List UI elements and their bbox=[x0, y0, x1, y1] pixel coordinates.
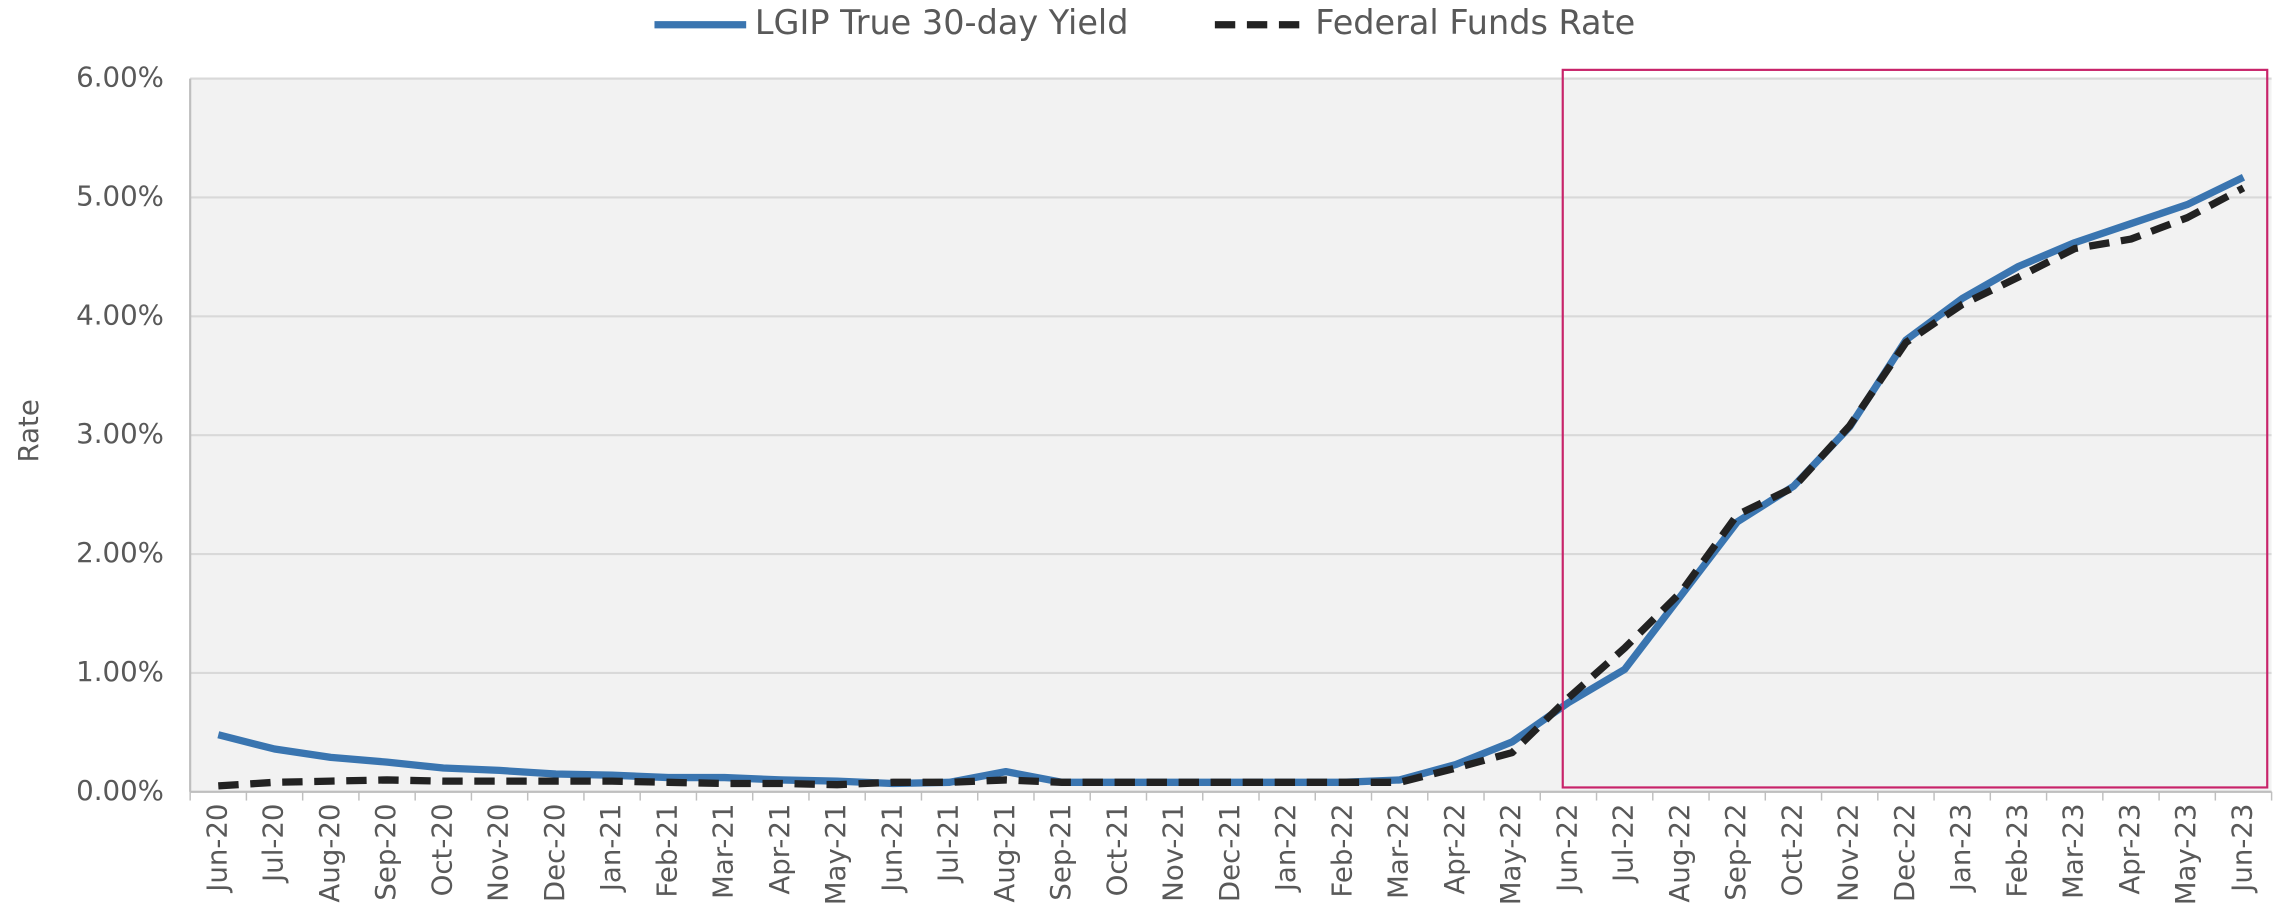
x-tick-label: Jan-21 bbox=[594, 803, 627, 893]
x-tick-label: Sep-21 bbox=[1044, 803, 1077, 900]
x-tick-label: Jun-23 bbox=[2225, 803, 2258, 893]
x-tick-label: Jun-20 bbox=[200, 803, 233, 893]
x-tick-label: Aug-22 bbox=[1663, 803, 1696, 902]
x-tick-label: Jul-22 bbox=[1607, 803, 1640, 883]
x-tick-label: Feb-23 bbox=[2000, 803, 2033, 897]
x-tick-label: Nov-22 bbox=[1832, 803, 1865, 901]
grid bbox=[189, 77, 2273, 801]
series-line bbox=[218, 184, 2246, 790]
x-tick-label: Feb-21 bbox=[650, 803, 683, 897]
lines bbox=[217, 173, 2246, 790]
legend-text: LGIP True 30-day Yield bbox=[755, 3, 1129, 42]
x-tick-label: Aug-21 bbox=[988, 803, 1021, 902]
x-tick-label: Nov-21 bbox=[1157, 803, 1190, 901]
x-tick-label: Feb-22 bbox=[1325, 803, 1358, 897]
y-tick-label: 3.00% bbox=[76, 417, 164, 450]
x-tick-label: Apr-23 bbox=[2113, 803, 2146, 894]
y-tick-label: 6.00% bbox=[76, 61, 164, 94]
x-tick-label: Nov-20 bbox=[482, 803, 515, 901]
legend-text: Federal Funds Rate bbox=[1315, 3, 1635, 42]
x-tick-label: Jul-21 bbox=[932, 803, 965, 884]
x-tick-label: May-22 bbox=[1494, 803, 1527, 905]
y-axis-label: Rate bbox=[12, 399, 45, 462]
y-tick-label: 1.00% bbox=[76, 655, 164, 688]
x-tick-label: Jun-22 bbox=[1550, 803, 1583, 893]
x-tick-label: May-21 bbox=[819, 803, 852, 905]
x-tick-label: Oct-21 bbox=[1100, 803, 1133, 896]
x-tick-label: Apr-21 bbox=[763, 803, 796, 894]
x-tick-label: Mar-22 bbox=[1382, 803, 1415, 899]
x-tick-label: Mar-21 bbox=[707, 803, 740, 899]
x-tick-label: May-23 bbox=[2169, 803, 2202, 905]
x-tick-label: Sep-20 bbox=[369, 803, 402, 900]
highlight-box bbox=[1561, 68, 2269, 789]
y-tick-label: 2.00% bbox=[76, 536, 164, 569]
x-tick-label: Dec-20 bbox=[538, 803, 571, 902]
x-tick-label: Jan-23 bbox=[1944, 803, 1977, 893]
x-tick-label: Dec-21 bbox=[1213, 803, 1246, 902]
x-tick-label: Apr-22 bbox=[1438, 803, 1471, 894]
y-tick-label: 0.00% bbox=[76, 774, 164, 807]
x-tick-label: Mar-23 bbox=[2057, 803, 2090, 899]
x-tick-label: Dec-22 bbox=[1888, 803, 1921, 902]
x-tick-label: Sep-22 bbox=[1719, 803, 1752, 900]
y-tick-label: 4.00% bbox=[76, 298, 164, 331]
x-tick-label: Jun-21 bbox=[875, 803, 908, 893]
x-tick-label: Aug-20 bbox=[313, 803, 346, 902]
x-tick-label: Oct-20 bbox=[425, 803, 458, 896]
x-tick-label: Jan-22 bbox=[1269, 803, 1302, 893]
x-tick-label: Oct-22 bbox=[1775, 803, 1808, 896]
x-tick-label: Jul-20 bbox=[257, 803, 290, 884]
y-tick-label: 5.00% bbox=[76, 179, 164, 212]
